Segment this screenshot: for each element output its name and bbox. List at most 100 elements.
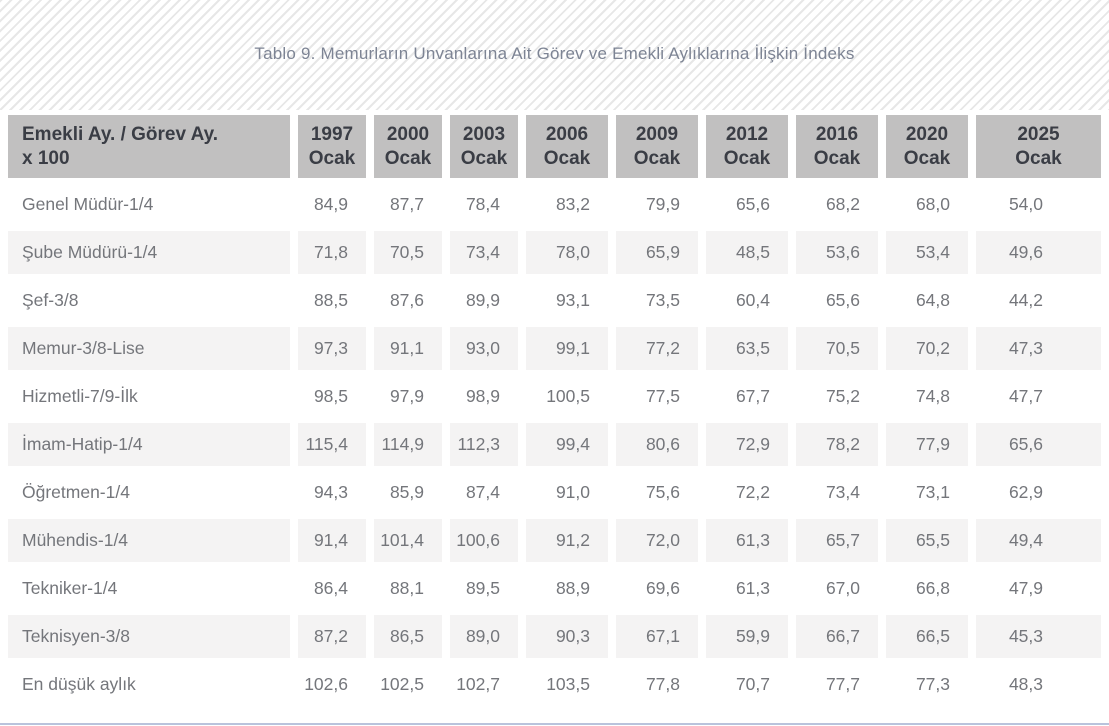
year-header-cell: 2016 Ocak — [796, 115, 878, 178]
year-label: 2020 — [905, 123, 949, 145]
value-cell: 61,3 — [735, 578, 770, 598]
table-row: Şube Müdürü-1/4 71,8 70,5 73,4 78,0 65,9 48,5 5… — [8, 231, 1101, 274]
year-label: 2025 — [1017, 123, 1060, 145]
year-header-cell: 2000 Ocak — [374, 115, 442, 178]
value-cell: 66,5 — [886, 615, 968, 658]
value-cell: 45,3 — [976, 615, 1101, 658]
corner-header-cell: Emekli Ay. / Görev Ay. x 100 — [8, 115, 290, 178]
year-label: 2000 — [386, 123, 430, 145]
value-cell: 47,9 — [1008, 578, 1043, 598]
value-cell: 72,0 — [616, 519, 698, 562]
value-cell: 65,5 — [886, 519, 968, 562]
value-cell: 87,4 — [465, 482, 500, 502]
value-cell: 49,4 — [976, 519, 1101, 562]
value-cell: 73,5 — [645, 290, 680, 310]
month-label: Ocak — [384, 147, 432, 169]
table-row: Mühendis-1/4 91,4 101,4 100,6 91,2 72,0 61,3 65… — [8, 519, 1101, 562]
value-cell: 53,4 — [886, 231, 968, 274]
month-label: Ocak — [903, 147, 951, 169]
month-label: Ocak — [813, 147, 861, 169]
value-cell: 99,1 — [526, 327, 608, 370]
value-cell: 70,7 — [735, 674, 770, 694]
value-cell: 100,5 — [546, 386, 590, 406]
year-header-cell: 2025 Ocak — [976, 115, 1101, 178]
month-label: Ocak — [460, 147, 508, 169]
corner-header-line1: Emekli Ay. / Görev Ay. — [22, 123, 219, 145]
table-body: Genel Müdür-1/4 84,9 87,7 78,4 83,2 79,9 65,6 6… — [8, 183, 1101, 706]
header-row: Emekli Ay. / Görev Ay. x 100 1997 Ocak 200… — [8, 115, 1101, 178]
year-header-cell: 2009 Ocak — [616, 115, 698, 178]
value-cell: 65,9 — [616, 231, 698, 274]
value-cell: 91,1 — [374, 327, 442, 370]
row-label: Memur-3/8-Lise — [8, 327, 290, 370]
value-cell: 72,2 — [735, 482, 770, 502]
value-cell: 83,2 — [555, 194, 590, 214]
value-cell: 86,5 — [374, 615, 442, 658]
table-row: Hizmetli-7/9-İlk 98,5 97,9 98,9 100,5 77,5 67,… — [8, 375, 1101, 418]
value-cell: 91,0 — [555, 482, 590, 502]
value-cell: 77,2 — [616, 327, 698, 370]
value-cell: 87,6 — [389, 290, 424, 310]
value-cell: 67,0 — [825, 578, 860, 598]
value-cell: 91,4 — [298, 519, 366, 562]
value-cell: 70,2 — [886, 327, 968, 370]
value-cell: 65,7 — [796, 519, 878, 562]
value-cell: 48,3 — [1008, 674, 1043, 694]
row-label: Tekniker-1/4 — [22, 578, 118, 598]
value-cell: 68,0 — [915, 194, 950, 214]
value-cell: 91,2 — [526, 519, 608, 562]
value-cell: 68,2 — [825, 194, 860, 214]
table-row: Öğretmen-1/4 94,3 85,9 87,4 91,0 75,6 72,2 73,4… — [8, 471, 1101, 514]
table-row: Memur-3/8-Lise 97,3 91,1 93,0 99,1 77,2 63,5 70… — [8, 327, 1101, 370]
row-label: Mühendis-1/4 — [8, 519, 290, 562]
row-label: En düşük aylık — [22, 674, 136, 694]
value-cell: 59,9 — [706, 615, 788, 658]
row-label: Şube Müdürü-1/4 — [8, 231, 290, 274]
value-cell: 66,8 — [915, 578, 950, 598]
year-header-cell: 2006 Ocak — [526, 115, 608, 178]
value-cell: 98,9 — [465, 386, 500, 406]
value-cell: 74,8 — [915, 386, 950, 406]
value-cell: 61,3 — [706, 519, 788, 562]
value-cell: 69,6 — [645, 578, 680, 598]
year-header-cell: 2003 Ocak — [450, 115, 518, 178]
month-label: Ocak — [1015, 147, 1062, 169]
row-label: İmam-Hatip-1/4 — [8, 423, 290, 466]
table-row: En düşük aylık 102,6 102,5 102,7 103,5 77,8 70… — [8, 663, 1101, 706]
value-cell: 73,4 — [825, 482, 860, 502]
value-cell: 79,9 — [645, 194, 680, 214]
value-cell: 63,5 — [706, 327, 788, 370]
value-cell: 101,4 — [374, 519, 442, 562]
value-cell: 78,2 — [796, 423, 878, 466]
value-cell: 97,3 — [298, 327, 366, 370]
year-label: 2012 — [725, 123, 769, 145]
year-label: 2016 — [815, 123, 859, 145]
value-cell: 85,9 — [389, 482, 424, 502]
year-header-cell: 2012 Ocak — [706, 115, 788, 178]
value-cell: 62,9 — [1008, 482, 1043, 502]
value-cell: 67,1 — [616, 615, 698, 658]
value-cell: 75,6 — [645, 482, 680, 502]
value-cell: 65,6 — [735, 194, 770, 214]
year-label: 2006 — [545, 123, 589, 145]
value-cell: 47,7 — [1008, 386, 1043, 406]
value-cell: 89,9 — [465, 290, 500, 310]
value-cell: 64,8 — [915, 290, 950, 310]
year-header-cell: 1997 Ocak — [298, 115, 366, 178]
value-cell: 44,2 — [1008, 290, 1043, 310]
value-cell: 47,3 — [976, 327, 1101, 370]
value-cell: 87,2 — [298, 615, 366, 658]
value-cell: 77,8 — [645, 674, 680, 694]
value-cell: 89,5 — [465, 578, 500, 598]
value-cell: 115,4 — [298, 423, 366, 466]
value-cell: 99,4 — [526, 423, 608, 466]
value-cell: 89,0 — [450, 615, 518, 658]
value-cell: 77,7 — [825, 674, 860, 694]
bottom-rule — [0, 723, 1109, 725]
year-label: 2003 — [462, 123, 506, 145]
value-cell: 114,9 — [374, 423, 442, 466]
value-cell: 93,0 — [450, 327, 518, 370]
value-cell: 88,9 — [555, 578, 590, 598]
year-header-cell: 2020 Ocak — [886, 115, 968, 178]
value-cell: 78,4 — [465, 194, 500, 214]
